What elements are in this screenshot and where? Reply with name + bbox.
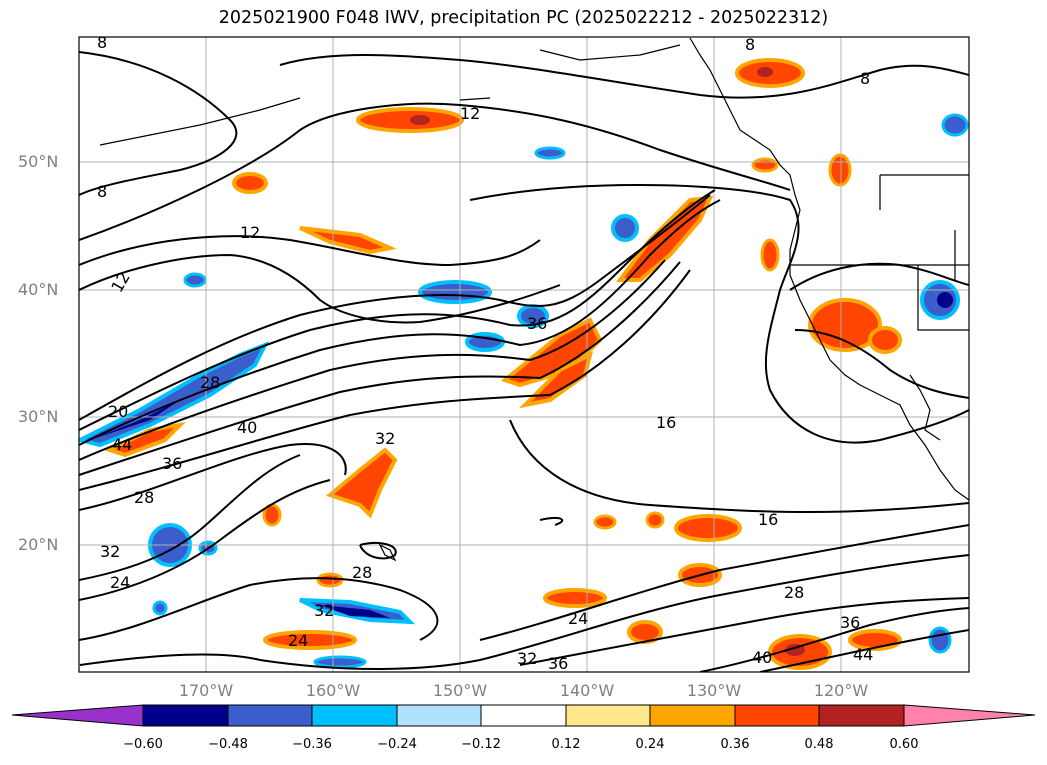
lon-label: 140°W [559,681,615,700]
contour-label: 40 [752,648,772,667]
contour-label: 36 [548,654,568,673]
colorbar-swatch [565,704,651,727]
contour-label: 36 [840,613,860,632]
map-frame [78,36,970,673]
lat-label: 40°N [18,280,59,299]
contour-label: 36 [527,314,547,333]
contour-label: 24 [288,631,308,650]
colorbar [11,704,1036,727]
colorbar-swatch [227,704,313,727]
contour-label: 36 [162,454,182,473]
map-title: 2025021900 F048 IWV, precipitation PC (2… [218,8,829,28]
lat-label: 20°N [18,535,59,554]
contour-label: 8 [860,69,870,88]
colorbar-extend-high [903,704,1036,727]
contour-label: 8 [97,182,107,201]
contour-label: 28 [134,488,154,507]
colorbar-swatch [734,704,820,727]
colorbar-tick-label: 0.60 [889,737,919,752]
colorbar-swatch [142,704,229,727]
contour-label-group: 8 8 8 8 12 12 12 16 16 20 24 24 24 28 28… [97,33,873,673]
colorbar-extend-low [11,704,144,727]
contour-label: 16 [656,413,676,432]
colorbar-tick-label: 0.24 [635,737,665,752]
colorbar-tick-label: 0.36 [720,737,750,752]
contour-label: 32 [100,542,120,561]
colorbar-swatch [649,704,736,727]
contour-label: 12 [460,104,480,123]
lon-label: 150°W [432,681,488,700]
iwv-contours [79,51,969,672]
contour-label: 20 [108,402,128,421]
colorbar-swatch [396,704,482,727]
lon-label: 120°W [813,681,869,700]
colorbar-tick-label: −0.60 [123,737,163,752]
contour-label: 28 [352,563,372,582]
colorbar-tick-label: 0.12 [551,737,581,752]
contour-label: 44 [853,645,873,664]
colorbar-tick-label: −0.48 [208,737,248,752]
contour-label: 40 [237,418,257,437]
contour-label: 28 [784,583,804,602]
contour-label: 32 [375,429,395,448]
colorbar-tick-label: −0.36 [292,737,332,752]
colorbar-swatch [818,704,905,727]
lon-label: 170°W [178,681,234,700]
contour-label: 12 [240,223,260,242]
contour-label: 24 [568,609,588,628]
lon-label: 160°W [305,681,361,700]
contour-label: 32 [517,649,537,668]
coastline [99,37,969,562]
lat-label: 30°N [18,407,59,426]
contour-label: 16 [758,510,778,529]
colorbar-tick-label: 0.48 [804,737,834,752]
contour-label: 32 [314,601,334,620]
contour-label: 44 [112,435,132,454]
map-plot-area [79,37,969,672]
colorbar-tick-label: −0.24 [377,737,417,752]
colorbar-swatch [480,704,567,727]
colorbar-tick-label: −0.12 [461,737,501,752]
lat-label: 50°N [18,152,59,171]
contour-label: 8 [97,33,107,52]
graticule [79,37,969,672]
contour-label: 28 [200,373,220,392]
colorbar-swatch [311,704,398,727]
contour-label: 24 [110,573,130,592]
contour-label: 8 [745,35,755,54]
lon-label: 130°W [686,681,742,700]
